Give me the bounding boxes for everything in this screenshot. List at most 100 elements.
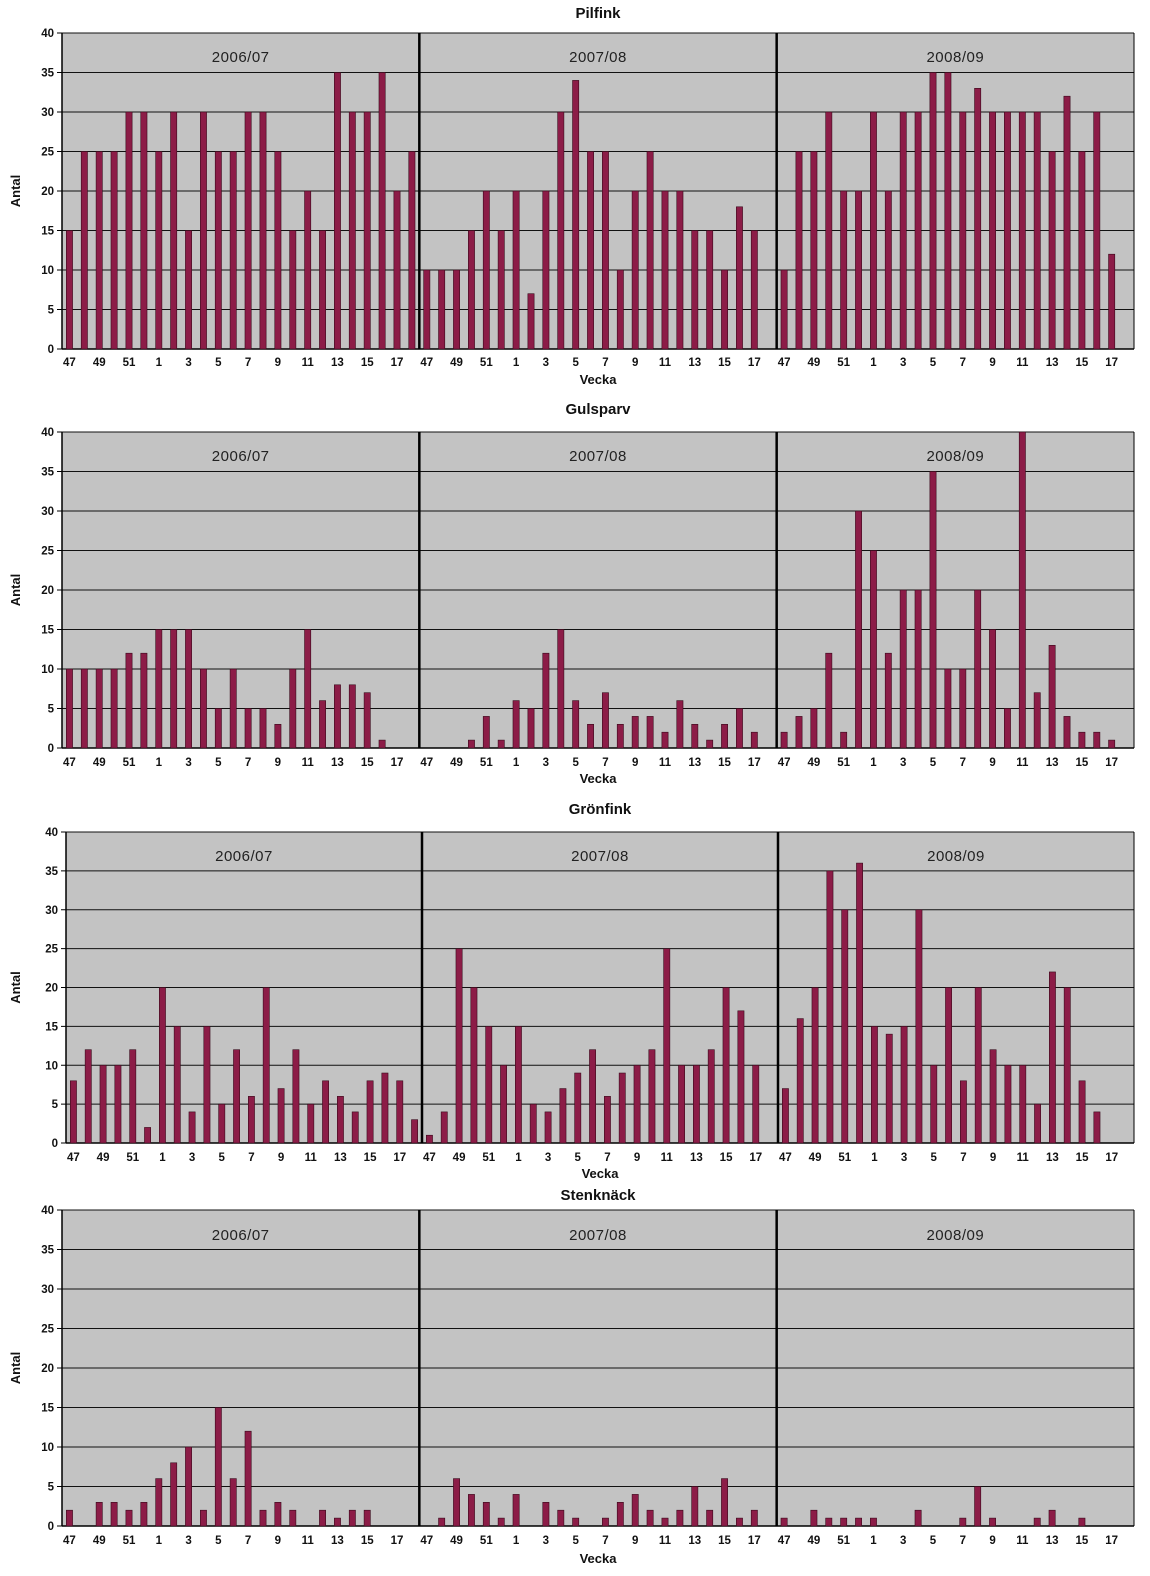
bar (1033, 692, 1041, 749)
bar (721, 723, 728, 749)
bar (319, 230, 326, 350)
bar (840, 731, 848, 749)
bar (363, 692, 371, 749)
bar (750, 731, 758, 749)
bar (871, 1026, 878, 1144)
x-tick-label: 17 (1105, 1535, 1118, 1547)
bar (618, 1072, 626, 1144)
x-tick-label: 15 (718, 357, 731, 369)
chart-title: Gulsparv (565, 401, 631, 418)
x-tick-label: 5 (572, 757, 579, 769)
x-tick-label: 11 (302, 357, 315, 369)
bar (661, 731, 669, 749)
x-tick-label: 3 (189, 1152, 195, 1164)
bar (840, 1517, 848, 1527)
bar (497, 1517, 505, 1527)
x-tick-label: 7 (602, 357, 608, 369)
bar (229, 1478, 237, 1527)
bar (259, 111, 267, 350)
bar (363, 1509, 371, 1527)
x-tick-label: 1 (156, 357, 163, 369)
x-tick-label: 11 (1016, 357, 1029, 369)
bar (899, 111, 907, 350)
chart-title: Pilfink (575, 5, 621, 22)
bar (944, 72, 952, 350)
bar (929, 72, 937, 350)
x-tick-label: 3 (185, 1535, 191, 1547)
bar (631, 716, 639, 749)
bar (468, 230, 475, 350)
bar (485, 1026, 493, 1144)
bar (319, 700, 326, 749)
bar (914, 111, 922, 350)
bar (262, 987, 270, 1144)
y-tick-label: 15 (45, 1021, 58, 1033)
season-label: 2006/07 (212, 1227, 270, 1244)
y-tick-label: 25 (41, 1324, 54, 1336)
bar (691, 723, 699, 749)
bar (646, 716, 654, 749)
x-tick-label: 7 (604, 1152, 610, 1164)
x-tick-label: 9 (278, 1152, 284, 1164)
bar (512, 700, 520, 749)
bar (782, 1088, 789, 1144)
bar (110, 151, 118, 350)
bar (248, 1096, 255, 1144)
y-tick-label: 25 (41, 546, 54, 558)
bar (363, 111, 371, 350)
bar (1093, 111, 1101, 350)
bar (170, 111, 178, 350)
bar (159, 987, 166, 1144)
bar (602, 692, 609, 749)
bar (750, 230, 758, 350)
x-tick-label: 13 (688, 357, 701, 369)
x-tick-label: 1 (156, 757, 163, 769)
x-tick-label: 1 (870, 357, 877, 369)
x-tick-label: 17 (1105, 357, 1118, 369)
bar (930, 1064, 938, 1144)
x-tick-label: 51 (126, 1152, 139, 1164)
bar (185, 629, 192, 749)
chart-panel: 0510152025303540GrönfinkAntalVecka2006/0… (8, 801, 1135, 1181)
x-tick-label: 49 (97, 1152, 110, 1164)
bar (453, 269, 460, 350)
bar (810, 1509, 818, 1527)
bar (1063, 95, 1071, 350)
x-tick-label: 15 (720, 1152, 733, 1164)
y-tick-label: 40 (41, 1205, 54, 1217)
bar (826, 870, 834, 1144)
bar (200, 1509, 207, 1527)
bar (393, 190, 401, 350)
bar (604, 1096, 611, 1144)
bar (274, 723, 282, 749)
x-tick-label: 51 (480, 757, 493, 769)
bar (587, 151, 594, 350)
bar (453, 1478, 460, 1527)
x-tick-label: 15 (1075, 357, 1088, 369)
bar (855, 190, 862, 350)
x-tick-label: 17 (748, 357, 761, 369)
bar (721, 269, 728, 350)
x-tick-label: 17 (748, 757, 761, 769)
x-tick-label: 7 (602, 1535, 608, 1547)
x-tick-label: 5 (215, 1535, 222, 1547)
bar (482, 716, 490, 749)
y-axis-label: Antal (8, 574, 23, 607)
bar (1018, 111, 1026, 350)
bar (661, 1517, 669, 1527)
x-tick-label: 49 (807, 1535, 820, 1547)
x-tick-label: 47 (63, 757, 76, 769)
x-tick-label: 7 (245, 757, 251, 769)
bar (66, 1509, 73, 1527)
x-tick-label: 49 (809, 1152, 822, 1164)
bar (841, 909, 849, 1144)
x-tick-label: 5 (575, 1152, 582, 1164)
x-tick-label: 9 (990, 1152, 996, 1164)
bar (810, 151, 818, 350)
bar (125, 652, 133, 749)
x-tick-label: 51 (837, 757, 850, 769)
x-tick-label: 47 (778, 357, 791, 369)
x-tick-label: 1 (156, 1535, 163, 1547)
y-axis-label: Antal (8, 971, 23, 1004)
x-tick-label: 13 (688, 757, 701, 769)
